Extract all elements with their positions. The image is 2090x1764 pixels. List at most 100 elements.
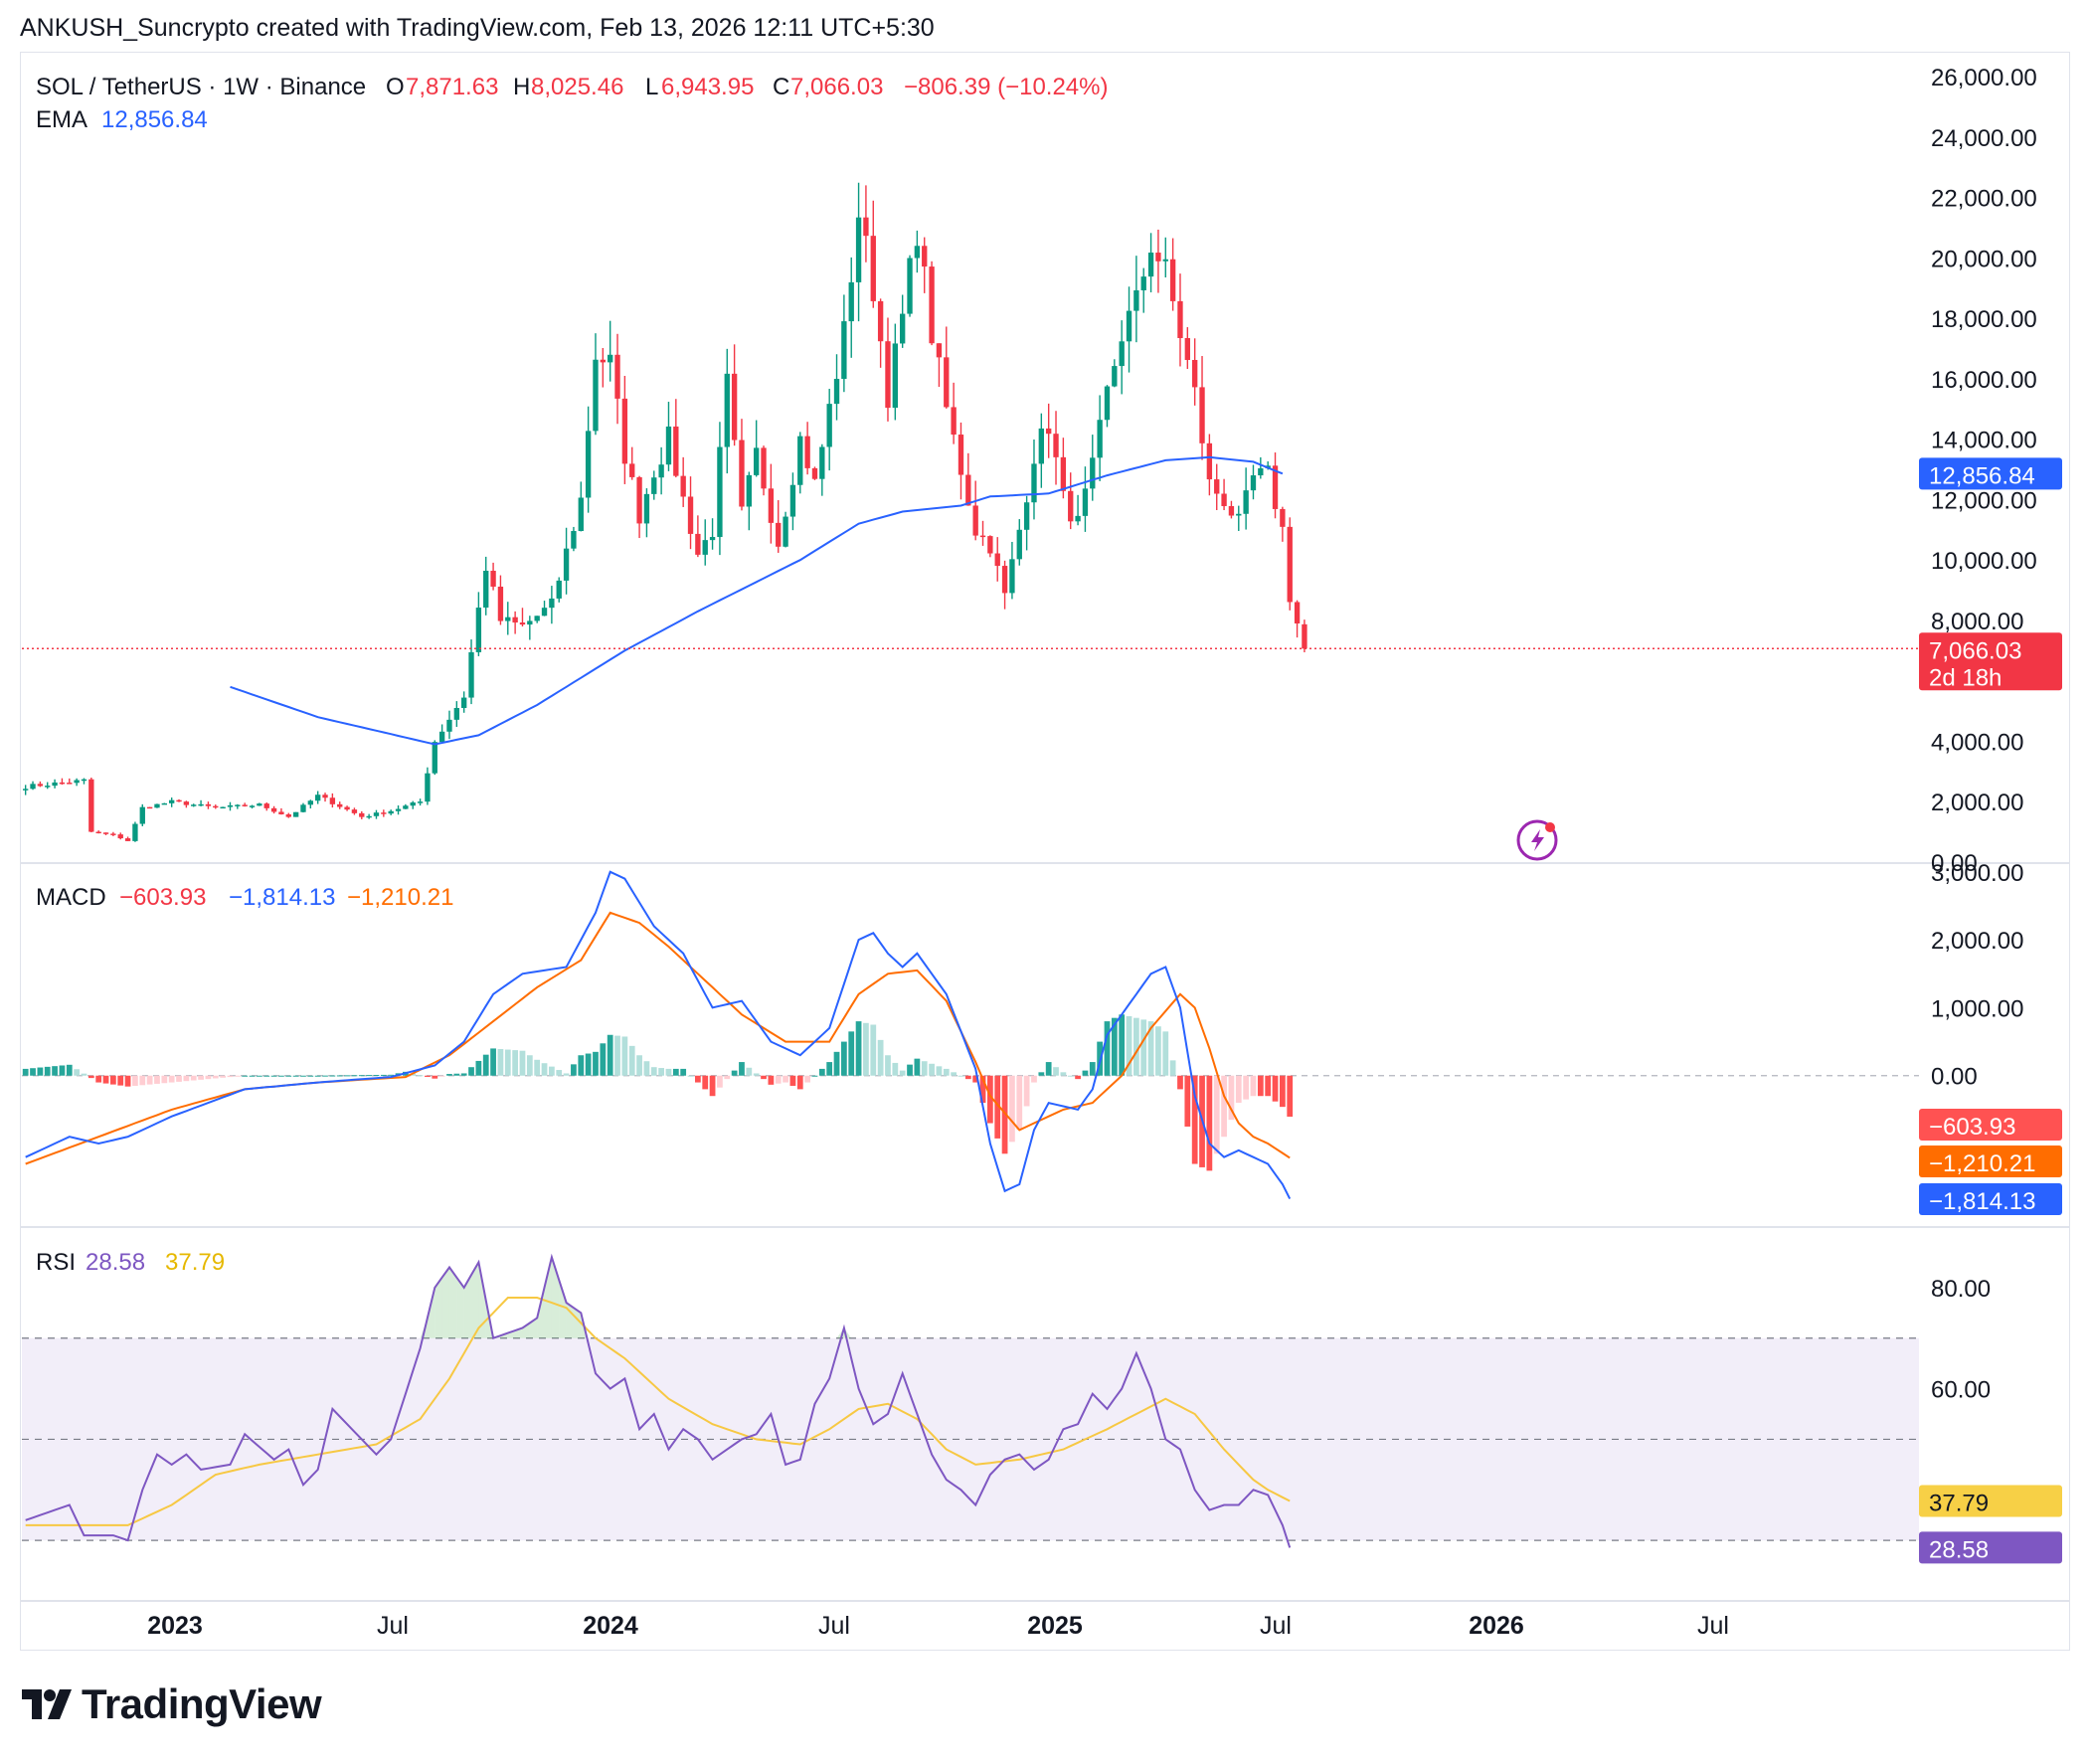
rsi-ma-badge-text: 37.79 — [1929, 1491, 1989, 1517]
macd-legend-label[interactable]: MACD — [36, 884, 106, 911]
macd-hist-bar — [936, 1066, 943, 1076]
rsi-line[interactable] — [25, 1253, 1292, 1548]
candle — [381, 809, 387, 817]
macd-hist-bar — [702, 1075, 709, 1090]
time-axis-tick: 2023 — [147, 1612, 203, 1640]
rsi-ma-line[interactable] — [25, 1297, 1291, 1526]
macd-hist-bar — [1280, 1075, 1286, 1108]
price-axis-tick: 0.00 — [1931, 850, 1978, 877]
macd-hist-bar — [863, 1022, 869, 1076]
candle — [571, 526, 577, 552]
candle — [651, 470, 657, 500]
candle — [102, 832, 109, 835]
macd-hist-bar — [1184, 1075, 1191, 1127]
macd-hist-bar — [643, 1061, 650, 1076]
ohlc-close-value: 7,066.03 — [790, 74, 883, 100]
macd-hist-bar — [994, 1075, 1001, 1139]
time-axis[interactable]: 2023 Jul 2024 Jul 2025 Jul 2026 Jul — [147, 1612, 1729, 1640]
macd-hist-bar — [709, 1075, 716, 1097]
macd-line[interactable] — [25, 870, 1292, 1200]
candle — [819, 443, 825, 496]
macd-hist-bar — [292, 1075, 299, 1077]
macd-hist-bar — [52, 1066, 58, 1076]
ohlc-close-label: C — [773, 74, 789, 100]
candle — [717, 422, 723, 556]
rsi-legend-label[interactable]: RSI — [36, 1249, 76, 1276]
macd-hist-bar — [877, 1039, 884, 1076]
macd-hist-bar — [943, 1068, 950, 1076]
macd-hist-bar — [1119, 1014, 1126, 1076]
candle — [783, 511, 788, 548]
macd-hist-bar — [154, 1075, 160, 1084]
candle — [1177, 273, 1183, 367]
price-axis-tick: 22,000.00 — [1931, 186, 2037, 213]
candle — [403, 803, 409, 809]
macd-hist-bar — [717, 1075, 723, 1088]
candle — [132, 821, 138, 842]
macd-hist-bar — [1133, 1017, 1139, 1076]
macd-hist-bar — [892, 1062, 899, 1076]
candle — [987, 535, 993, 558]
time-axis-tick: 2026 — [1469, 1612, 1524, 1640]
macd-hist-bar — [1191, 1075, 1198, 1164]
macd-hist-badge: −603.93 — [1919, 1109, 2062, 1141]
candle — [242, 802, 248, 807]
candle — [724, 348, 730, 474]
macd-hist-bar — [1009, 1075, 1015, 1143]
macd-hist-bar — [227, 1075, 234, 1078]
candle — [1287, 517, 1293, 611]
candle — [37, 781, 44, 788]
macd-hist-bar — [300, 1075, 306, 1077]
pane-dividers — [20, 862, 2070, 1602]
macd-hist-bar — [132, 1075, 138, 1086]
candle — [1140, 267, 1146, 313]
macd-hist-bar — [161, 1075, 168, 1084]
macd-hist-bar — [117, 1075, 124, 1086]
candle — [1228, 500, 1235, 519]
candle — [410, 800, 416, 809]
candle — [877, 298, 884, 368]
macd-hist-bar — [1082, 1070, 1089, 1076]
candle — [900, 294, 906, 348]
macd-hist-bar — [929, 1063, 935, 1076]
candle — [52, 779, 58, 789]
macd-hist-bar — [380, 1074, 387, 1076]
rsi-axis-tick: 60.00 — [1931, 1377, 1991, 1404]
macd-hist-bar — [833, 1051, 840, 1076]
ema-line[interactable] — [230, 455, 1284, 746]
macd-hist-bar — [534, 1059, 541, 1076]
price-axis-tick: 20,000.00 — [1931, 246, 2037, 272]
macd-signal-line[interactable] — [25, 911, 1291, 1165]
macd-legend-hist: −603.93 — [119, 884, 206, 911]
price-axis[interactable]: 26,000.00 24,000.00 22,000.00 20,000.00 18,0… — [1931, 65, 2037, 1404]
macd-hist-bar — [826, 1062, 833, 1076]
tradingview-logo[interactable]: TradingView — [22, 1680, 322, 1728]
macd-hist-bar — [1221, 1075, 1227, 1138]
macd-hist-bar — [628, 1045, 635, 1076]
symbol-label[interactable]: SOL / TetherUS · 1W · Binance — [36, 74, 366, 100]
macd-hist-bar — [146, 1075, 153, 1085]
candle — [951, 382, 957, 444]
macd-hist-bar — [278, 1075, 284, 1077]
lightning-icon[interactable] — [1516, 819, 1558, 861]
macd-hist-bar — [1228, 1075, 1235, 1121]
candle — [761, 445, 767, 496]
macd-hist-bar — [1213, 1075, 1220, 1154]
candle — [497, 575, 504, 625]
macd-hist-bar — [1001, 1075, 1008, 1154]
macd-hist-bar — [1265, 1075, 1272, 1097]
macd-hist-bar — [95, 1075, 102, 1083]
candle — [702, 519, 708, 566]
rsi-axis-tick: 80.00 — [1931, 1276, 1991, 1303]
macd-hist-bar — [1038, 1072, 1045, 1076]
macd-hist-bar — [460, 1073, 467, 1076]
ema-legend-label[interactable]: EMA — [36, 106, 87, 133]
macd-hist-bar — [979, 1075, 986, 1104]
rsi-overbought-fill — [478, 1262, 486, 1338]
tradingview-mark-icon — [22, 1689, 72, 1719]
time-axis-tick: Jul — [1697, 1612, 1729, 1640]
macd-hist-bar — [1067, 1075, 1074, 1077]
rsi-badge-text: 28.58 — [1929, 1536, 1989, 1563]
candle — [220, 806, 226, 809]
